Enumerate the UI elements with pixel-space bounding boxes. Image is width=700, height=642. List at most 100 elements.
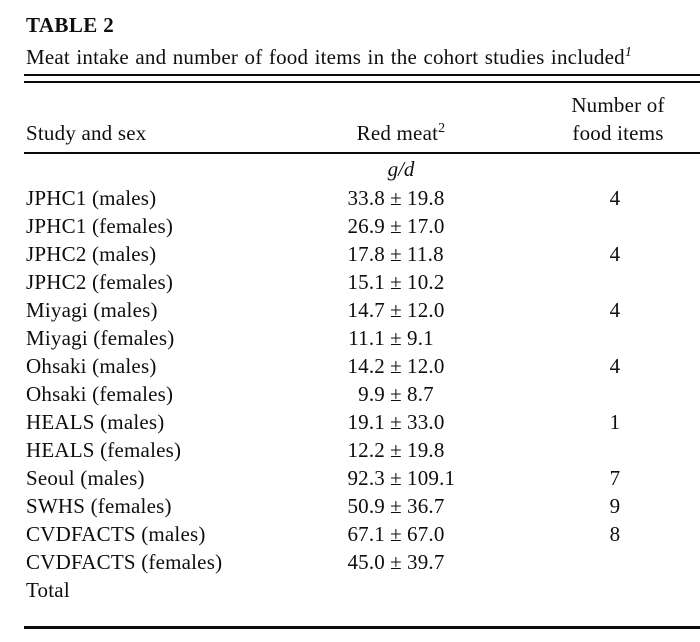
study-cell: CVDFACTS (males) [26, 522, 206, 546]
red-meat-cell: 14.7 ± 12.0 [333, 296, 469, 324]
red-meat-mean: 14.2 [347, 354, 385, 378]
red-meat-cell: 19.1 ± 33.0 [333, 408, 469, 436]
table-row: Total [0, 576, 700, 604]
red-meat-cell: 15.1 ± 10.2 [333, 268, 469, 296]
food-items-header-line2: food items [572, 121, 664, 145]
plus-minus-sign: ± [390, 298, 402, 322]
unit-row: g/d [0, 154, 700, 184]
study-cell: Miyagi (females) [26, 326, 175, 350]
red-meat-mean: 45.0 [347, 550, 385, 574]
red-meat-mean: 67.1 [347, 522, 385, 546]
caption-footnote-marker: 1 [624, 45, 633, 60]
plus-minus-sign: ± [390, 550, 402, 574]
plus-minus-sign: ± [390, 382, 402, 406]
study-cell: JPHC2 (females) [26, 270, 174, 294]
study-cell: JPHC2 (males) [26, 242, 157, 266]
food-items-cell: 4 [609, 186, 621, 210]
red-meat-mean: 14.7 [347, 298, 385, 322]
unit-label: g/d [387, 156, 415, 181]
red-meat-cell: 45.0 ± 39.7 [333, 548, 469, 576]
study-column-header: Study and sex [26, 121, 147, 145]
study-cell: JPHC1 (males) [26, 186, 157, 210]
table-row: JPHC1 (females) 26.9 ± 17.0 [0, 212, 700, 240]
food-items-cell: 9 [609, 494, 621, 518]
table-caption-text: Meat intake and number of food items in … [26, 45, 625, 69]
table-row: CVDFACTS (females) 45.0 ± 39.7 [0, 548, 700, 576]
table-row: HEALS (males) 19.1 ± 33.0 1 [0, 408, 700, 436]
plus-minus-sign: ± [390, 242, 402, 266]
plus-minus-sign: ± [390, 438, 402, 462]
red-meat-cell: 14.2 ± 12.0 [333, 352, 469, 380]
red-meat-sd: 12.0 [407, 354, 445, 378]
red-meat-header-text: Red meat [356, 121, 439, 145]
table-label: TABLE 2 [26, 13, 115, 37]
red-meat-cell: 11.1 ± 9.1 [333, 324, 469, 352]
red-meat-mean: 12.2 [347, 438, 385, 462]
study-cell: HEALS (males) [26, 410, 165, 434]
red-meat-sd: 11.8 [407, 242, 444, 266]
red-meat-cell: 67.1 ± 67.0 [333, 520, 469, 548]
food-items-cell: 4 [609, 298, 621, 322]
food-items-column-header: Number of food items [553, 91, 683, 147]
red-meat-sd: 12.0 [407, 298, 445, 322]
red-meat-cell: 17.8 ± 11.8 [333, 240, 469, 268]
red-meat-sd: 17.0 [407, 214, 445, 238]
table-row: JPHC1 (males) 33.8 ± 19.8 4 [0, 184, 700, 212]
red-meat-cell: 33.8 ± 19.8 [333, 184, 469, 212]
red-meat-mean: 33.8 [347, 186, 385, 210]
top-double-rule [24, 74, 700, 83]
red-meat-cell: 26.9 ± 17.0 [333, 212, 469, 240]
red-meat-column-header: Red meat2 [333, 115, 469, 147]
red-meat-mean: 92.3 [347, 466, 385, 490]
food-items-cell: 4 [609, 242, 621, 266]
study-cell: Total [26, 578, 70, 602]
table-row: Ohsaki (females) 9.9 ± 8.7 [0, 380, 700, 408]
table-caption: Meat intake and number of food items in … [26, 40, 700, 69]
header-rule [24, 152, 700, 154]
study-cell: Ohsaki (males) [26, 354, 157, 378]
table-row: Miyagi (females) 11.1 ± 9.1 [0, 324, 700, 352]
food-items-cell: 8 [609, 522, 621, 546]
table-row: JPHC2 (females) 15.1 ± 10.2 [0, 268, 700, 296]
table-row: HEALS (females) 12.2 ± 19.8 [0, 436, 700, 464]
red-meat-cell: 92.3 ± 109.1 [333, 464, 469, 492]
table-row: SWHS (females) 50.9 ± 36.7 9 [0, 492, 700, 520]
study-cell: CVDFACTS (females) [26, 550, 223, 574]
plus-minus-sign: ± [390, 214, 402, 238]
plus-minus-sign: ± [390, 466, 402, 490]
plus-minus-sign: ± [390, 410, 402, 434]
red-meat-sd: 19.8 [407, 186, 445, 210]
red-meat-mean: 11.1 [348, 326, 385, 350]
study-cell: JPHC1 (females) [26, 214, 174, 238]
red-meat-cell: 9.9 ± 8.7 [333, 380, 469, 408]
table-body: JPHC1 (males) 33.8 ± 19.8 4 JPHC1 (femal… [0, 184, 700, 604]
table-row: Ohsaki (males) 14.2 ± 12.0 4 [0, 352, 700, 380]
plus-minus-sign: ± [390, 522, 402, 546]
red-meat-sd: 67.0 [407, 522, 445, 546]
red-meat-sd: 33.0 [407, 410, 445, 434]
red-meat-sd: 109.1 [407, 466, 456, 490]
red-meat-footnote-marker: 2 [438, 121, 446, 136]
red-meat-sd: 9.1 [407, 326, 434, 350]
table-row: CVDFACTS (males) 67.1 ± 67.0 8 [0, 520, 700, 548]
table-row: Miyagi (males) 14.7 ± 12.0 4 [0, 296, 700, 324]
red-meat-cell: 12.2 ± 19.8 [333, 436, 469, 464]
red-meat-mean: 9.9 [358, 382, 385, 406]
red-meat-sd: 10.2 [407, 270, 445, 294]
red-meat-mean: 19.1 [347, 410, 385, 434]
red-meat-mean: 50.9 [347, 494, 385, 518]
study-cell: Ohsaki (females) [26, 382, 174, 406]
food-items-cell: 1 [609, 410, 621, 434]
column-header-row: Study and sex Red meat2 Number of food i… [0, 83, 700, 152]
food-items-header-line1: Number of [571, 93, 665, 117]
study-cell: SWHS (females) [26, 494, 172, 518]
plus-minus-sign: ± [390, 270, 402, 294]
table-row: JPHC2 (males) 17.8 ± 11.8 4 [0, 240, 700, 268]
red-meat-sd: 36.7 [407, 494, 445, 518]
plus-minus-sign: ± [390, 494, 402, 518]
food-items-cell: 4 [609, 354, 621, 378]
study-cell: Seoul (males) [26, 466, 145, 490]
bottom-rule [24, 626, 700, 629]
red-meat-sd: 19.8 [407, 438, 445, 462]
